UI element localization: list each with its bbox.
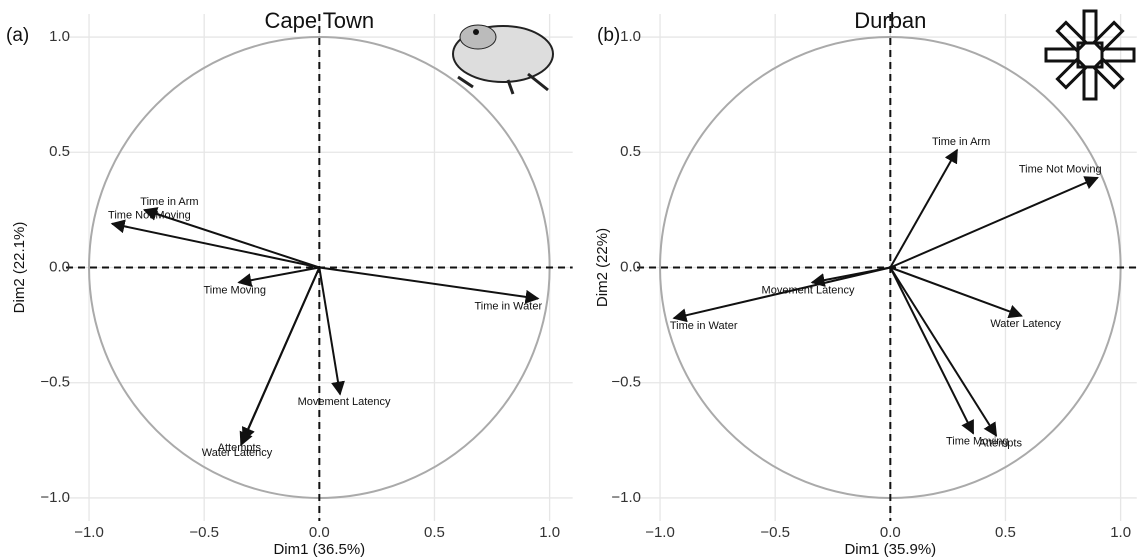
variable-label: Time in Water <box>670 320 738 332</box>
loading-arrow <box>889 266 1023 319</box>
x-tick-label: −0.5 <box>760 524 790 541</box>
variable-label: Time Moving <box>946 435 1009 447</box>
variable-label: Attempts <box>979 438 1023 450</box>
loading-arrow <box>239 267 321 447</box>
loading-arrow <box>889 176 1099 269</box>
y-axis-title: Dim2 (22%) <box>594 228 611 307</box>
y-axis-title: Dim2 (22.1%) <box>11 222 28 314</box>
loading-arrow <box>142 207 320 269</box>
y-tick-label: −1.0 <box>611 489 641 506</box>
y-tick-label: −1.0 <box>40 489 70 506</box>
y-tick-label: 0.0 <box>49 258 70 275</box>
y-tick-label: 1.0 <box>49 28 70 45</box>
loading-arrow <box>889 267 975 435</box>
variable-label: Time Moving <box>203 284 266 296</box>
x-tick-label: 1.0 <box>1110 524 1131 541</box>
loading-arrow <box>672 266 891 323</box>
y-tick-label: 0.0 <box>620 258 641 275</box>
variable-label: Water Latency <box>202 447 273 459</box>
y-tick-label: 0.5 <box>620 143 641 160</box>
y-tick-label: −0.5 <box>611 374 641 391</box>
panel-label: (a) <box>6 25 29 46</box>
variable-label: Movement Latency <box>762 284 855 296</box>
x-tick-label: 0.5 <box>424 524 445 541</box>
loading-arrow <box>237 266 320 288</box>
variable-label: Time in Arm <box>140 196 198 208</box>
x-tick-label: 0.5 <box>995 524 1016 541</box>
x-tick-label: −1.0 <box>74 524 104 541</box>
loading-arrow <box>889 148 958 268</box>
variable-label: Time in Water <box>474 301 542 313</box>
x-axis-title: Dim1 (35.9%) <box>844 541 936 558</box>
variable-label: Movement Latency <box>298 396 391 408</box>
variable-label: Time in Arm <box>932 136 990 148</box>
x-tick-label: 0.0 <box>309 524 330 541</box>
x-tick-label: 0.0 <box>880 524 901 541</box>
y-tick-label: −0.5 <box>40 374 70 391</box>
chart-title: Durban <box>854 8 926 33</box>
y-tick-label: 0.5 <box>49 143 70 160</box>
toad-icon <box>452 24 554 95</box>
chart-title: Cape Town <box>264 8 374 33</box>
x-axis-title: Dim1 (36.5%) <box>273 541 365 558</box>
plot-panel: −1.0 −0.5 0.0 0.5 1.0 −1.0 −0.5 0.0 0.5 1.0 Time i… <box>594 8 1137 558</box>
loading-arrow <box>319 266 540 304</box>
x-tick-label: −1.0 <box>645 524 675 541</box>
plot-panel: −1.0 −0.5 0.0 0.5 1.0 −1.0 −0.5 0.0 0.5 1.0 Time i… <box>6 8 573 558</box>
variable-label: Water Latency <box>990 318 1061 330</box>
panel-label: (b) <box>597 25 620 46</box>
maze-icon <box>1044 9 1136 101</box>
x-tick-label: 1.0 <box>539 524 560 541</box>
variable-label: Time Not Moving <box>108 210 191 222</box>
loading-arrow <box>110 219 320 269</box>
loading-arrow <box>318 267 345 396</box>
y-tick-label: 1.0 <box>620 28 641 45</box>
x-tick-label: −0.5 <box>189 524 219 541</box>
loading-arrow <box>889 266 998 437</box>
variable-label: Time Not Moving <box>1019 164 1102 176</box>
